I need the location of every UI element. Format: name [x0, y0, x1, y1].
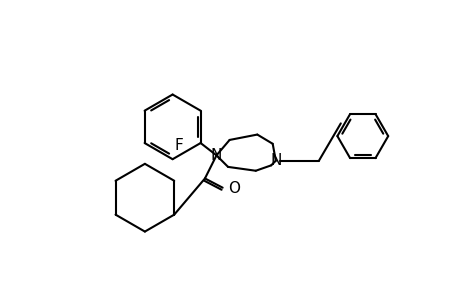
- Text: O: O: [228, 181, 240, 196]
- Text: N: N: [210, 148, 222, 163]
- Text: F: F: [174, 138, 183, 153]
- Text: N: N: [269, 153, 281, 168]
